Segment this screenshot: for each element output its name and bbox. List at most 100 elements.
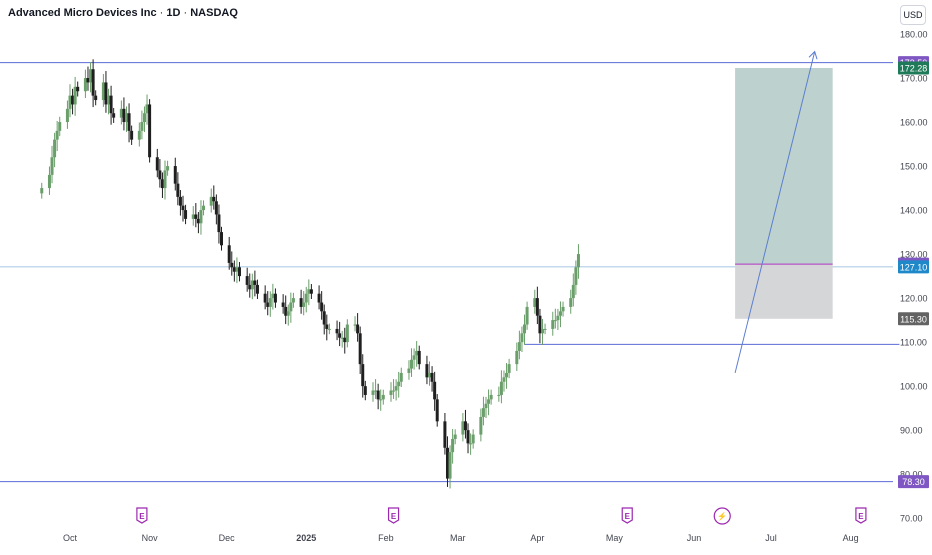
candle-body [399, 372, 403, 382]
interval-label: 1D [166, 7, 181, 19]
candle-body [489, 394, 493, 400]
candle-body [266, 302, 270, 307]
candle-body [358, 333, 362, 365]
candle-body [356, 324, 360, 334]
candle-body [166, 166, 170, 171]
time-axis-tick-label: Jun [687, 533, 702, 543]
price-axis-tick-label: 150.00 [900, 162, 928, 172]
candle-body [250, 280, 254, 290]
candle-body [145, 104, 149, 114]
candle-body [148, 104, 152, 158]
candle-body [86, 78, 90, 83]
candle-body [551, 320, 555, 329]
candle-body [415, 350, 419, 356]
candle-body [327, 328, 331, 330]
candle-body [435, 399, 439, 422]
time-axis: Oct Nov Dec 2025 Feb Mar Apr May Jun Jul Aug [63, 533, 859, 543]
candle-body [361, 364, 365, 387]
price-axis-tick-label: 120.00 [900, 294, 928, 304]
earnings-shape [387, 507, 400, 524]
currency-button[interactable]: USD [900, 5, 926, 25]
candle-body [543, 328, 547, 330]
candle-body [122, 108, 126, 123]
candle-body [50, 157, 54, 175]
time-axis-tick-label: Aug [843, 533, 859, 543]
candle-body [160, 179, 164, 189]
candle-body [109, 95, 113, 114]
symbol-title: Advanced Micro Devices Inc · 1D · NASDAQ [8, 7, 238, 19]
candle-body [433, 381, 437, 400]
price-axis-tick-label: 70.00 [900, 514, 923, 524]
candle-body [412, 355, 416, 360]
candle-body [227, 245, 231, 263]
price-axis-tick-label: 90.00 [900, 426, 923, 436]
earnings-shape [621, 507, 633, 524]
candle-body [299, 298, 303, 307]
candle-body [196, 218, 200, 224]
exchange-label: NASDAQ [190, 7, 238, 19]
candle-body [255, 284, 259, 294]
candle-body [497, 394, 501, 396]
candle-body [124, 113, 128, 123]
candle-body [302, 302, 306, 307]
earnings-icon: E [621, 507, 633, 524]
candle-body [173, 166, 177, 184]
price-axis-tick-label: 110.00 [900, 338, 927, 348]
candle-body [430, 372, 434, 382]
candle-body [343, 337, 347, 343]
candle-body [112, 113, 116, 118]
candle-body [73, 86, 77, 105]
candle-body [322, 311, 326, 325]
candle-body [487, 399, 491, 404]
candle-body [463, 421, 467, 431]
candle-body [556, 315, 560, 321]
candle-body [91, 69, 95, 96]
price-axis-tick-label: 130.00 [900, 250, 928, 260]
event-glyph: E [391, 512, 397, 521]
candles [40, 59, 580, 489]
candle-body [533, 298, 537, 307]
price-badge [898, 312, 929, 326]
earnings-icon: E [855, 507, 867, 524]
candle-body [515, 350, 519, 365]
events: E E E ⚡ E [136, 507, 867, 525]
candle-body [181, 205, 185, 211]
price-badge [898, 475, 929, 489]
candle-body [535, 298, 539, 316]
candle-body [289, 302, 293, 312]
event-glyph: E [858, 512, 864, 521]
candle-body [502, 377, 506, 382]
candle-body [443, 421, 447, 448]
candle-body [525, 306, 529, 325]
candle-body [553, 320, 557, 322]
candle-body [340, 337, 344, 339]
candle-body [392, 390, 396, 392]
candle-body [284, 306, 288, 316]
arrow-head [808, 50, 818, 60]
candle-body [304, 293, 308, 303]
candle-body [83, 78, 87, 92]
time-axis-tick-label: Oct [63, 533, 78, 543]
price-axis-tick-label: 180.00 [900, 30, 928, 40]
candle-body [178, 196, 182, 206]
price-badge-label: 115.30 [900, 314, 927, 324]
candle-body [158, 170, 162, 180]
candle-body [137, 130, 141, 140]
candle-body [291, 298, 295, 303]
candle-body [507, 364, 511, 373]
candle-body [220, 232, 224, 246]
event-glyph: ⚡ [717, 511, 727, 521]
earnings-shape [855, 507, 867, 524]
candle-body [407, 368, 411, 373]
candle-body [425, 364, 429, 378]
price-axis: 70.00 80.00 90.00 100.00 110.00 120.00 130.00 1… [900, 30, 928, 524]
price-badge-label: 172.28 [900, 63, 928, 73]
candle-body [184, 210, 188, 219]
time-axis-tick-label: May [606, 533, 624, 543]
candle-body [520, 333, 524, 343]
price-axis-tick-label: 140.00 [900, 206, 928, 216]
candle-body [119, 108, 123, 118]
candle-body [199, 210, 203, 224]
